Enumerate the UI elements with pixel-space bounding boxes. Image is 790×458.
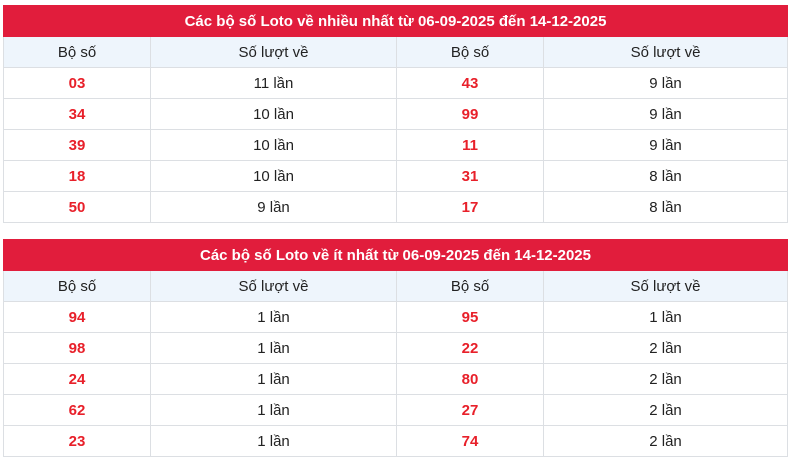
occurrence-count: 9 lần xyxy=(542,129,789,161)
loto-number: 27 xyxy=(396,394,544,426)
loto-number: 34 xyxy=(3,98,151,130)
loto-number: 39 xyxy=(3,129,151,161)
column-header: Số lượt về xyxy=(150,36,397,68)
column-header: Bộ số xyxy=(396,36,544,68)
occurrence-count: 9 lần xyxy=(150,191,397,223)
loto-number: 99 xyxy=(396,98,544,130)
table-row: 24 1 lần 80 2 lần xyxy=(3,363,788,395)
table-row: 34 10 lần 99 9 lần xyxy=(3,98,789,130)
loto-number: 23 xyxy=(3,425,151,457)
loto-number: 80 xyxy=(396,363,544,395)
table-row: 18 10 lần 31 8 lần xyxy=(3,160,789,192)
loto-number: 95 xyxy=(396,301,544,333)
occurrence-count: 10 lần xyxy=(150,129,397,161)
table-row: 03 11 lần 43 9 lần xyxy=(3,67,789,99)
column-header: Số lượt về xyxy=(543,270,788,302)
loto-number: 22 xyxy=(396,332,544,364)
occurrence-count: 1 lần xyxy=(150,363,397,395)
column-header: Bộ số xyxy=(3,270,151,302)
column-header: Bộ số xyxy=(3,36,151,68)
loto-number: 50 xyxy=(3,191,151,223)
loto-number: 94 xyxy=(3,301,151,333)
loto-number: 18 xyxy=(3,160,151,192)
occurrence-count: 8 lần xyxy=(542,160,789,192)
header-row: Bộ số Số lượt về Bộ số Số lượt về xyxy=(3,270,788,302)
occurrence-count: 2 lần xyxy=(543,394,788,426)
loto-number: 17 xyxy=(396,191,544,223)
loto-number: 31 xyxy=(396,160,544,192)
loto-number: 24 xyxy=(3,363,151,395)
occurrence-count: 1 lần xyxy=(150,332,397,364)
table-title: Các bộ số Loto về ít nhất từ 06-09-2025 … xyxy=(3,239,788,271)
column-header: Số lượt về xyxy=(542,36,789,68)
occurrence-count: 10 lần xyxy=(150,160,397,192)
table-row: 39 10 lần 11 9 lần xyxy=(3,129,789,161)
occurrence-count: 11 lần xyxy=(150,67,397,99)
loto-number: 03 xyxy=(3,67,151,99)
loto-number: 11 xyxy=(396,129,544,161)
occurrence-count: 2 lần xyxy=(543,332,788,364)
occurrence-count: 1 lần xyxy=(150,301,397,333)
table-row: 23 1 lần 74 2 lần xyxy=(3,425,788,457)
table-row: 98 1 lần 22 2 lần xyxy=(3,332,788,364)
occurrence-count: 1 lần xyxy=(150,425,397,457)
table-row: 94 1 lần 95 1 lần xyxy=(3,301,788,333)
occurrence-count: 10 lần xyxy=(150,98,397,130)
occurrence-count: 9 lần xyxy=(542,98,789,130)
most-frequent-table: Các bộ số Loto về nhiều nhất từ 06-09-20… xyxy=(2,5,789,223)
loto-number: 62 xyxy=(3,394,151,426)
table-row: 50 9 lần 17 8 lần xyxy=(3,191,789,223)
occurrence-count: 1 lần xyxy=(543,301,788,333)
occurrence-count: 8 lần xyxy=(542,191,789,223)
column-header: Bộ số xyxy=(396,270,544,302)
least-frequent-table: Các bộ số Loto về ít nhất từ 06-09-2025 … xyxy=(3,239,788,457)
table-row: 62 1 lần 27 2 lần xyxy=(3,394,788,426)
loto-number: 98 xyxy=(3,332,151,364)
occurrence-count: 2 lần xyxy=(543,363,788,395)
table-title: Các bộ số Loto về nhiều nhất từ 06-09-20… xyxy=(2,5,789,37)
loto-number: 43 xyxy=(396,67,544,99)
occurrence-count: 1 lần xyxy=(150,394,397,426)
column-header: Số lượt về xyxy=(150,270,397,302)
occurrence-count: 2 lần xyxy=(543,425,788,457)
occurrence-count: 9 lần xyxy=(542,67,789,99)
header-row: Bộ số Số lượt về Bộ số Số lượt về xyxy=(3,36,789,68)
loto-number: 74 xyxy=(396,425,544,457)
